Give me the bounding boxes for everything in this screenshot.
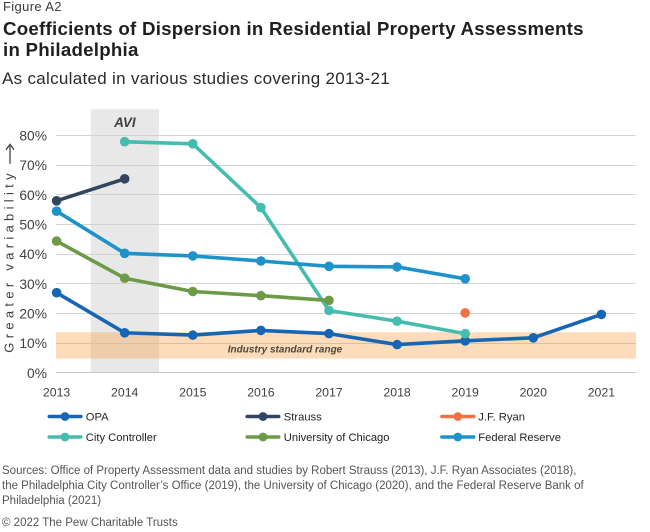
svg-text:2019: 2019: [452, 386, 480, 400]
svg-text:40%: 40%: [19, 247, 47, 262]
svg-text:70%: 70%: [19, 158, 47, 173]
svg-text:2014: 2014: [111, 386, 139, 400]
svg-text:City Controller: City Controller: [86, 432, 157, 444]
svg-text:2021: 2021: [588, 386, 616, 400]
svg-text:University of Chicago: University of Chicago: [284, 432, 390, 444]
svg-text:10%: 10%: [19, 336, 47, 351]
svg-text:0%: 0%: [27, 366, 47, 381]
svg-text:20%: 20%: [19, 307, 47, 322]
svg-text:OPA: OPA: [86, 412, 109, 424]
svg-text:Strauss: Strauss: [284, 412, 322, 424]
svg-text:2015: 2015: [179, 386, 207, 400]
svg-text:2018: 2018: [383, 386, 411, 400]
svg-text:2020: 2020: [520, 386, 548, 400]
svg-text:30%: 30%: [19, 277, 47, 292]
svg-text:2013: 2013: [43, 386, 71, 400]
svg-text:Greater variability: Greater variability: [2, 169, 17, 353]
svg-text:AVI: AVI: [113, 115, 136, 130]
svg-text:J.F. Ryan: J.F. Ryan: [478, 412, 525, 424]
svg-text:50%: 50%: [19, 218, 47, 233]
svg-text:2016: 2016: [247, 386, 275, 400]
svg-text:Industry standard range: Industry standard range: [228, 345, 343, 356]
svg-text:60%: 60%: [19, 188, 47, 203]
svg-text:Federal Reserve: Federal Reserve: [478, 432, 561, 444]
svg-text:80%: 80%: [19, 129, 47, 144]
svg-text:2017: 2017: [315, 386, 343, 400]
